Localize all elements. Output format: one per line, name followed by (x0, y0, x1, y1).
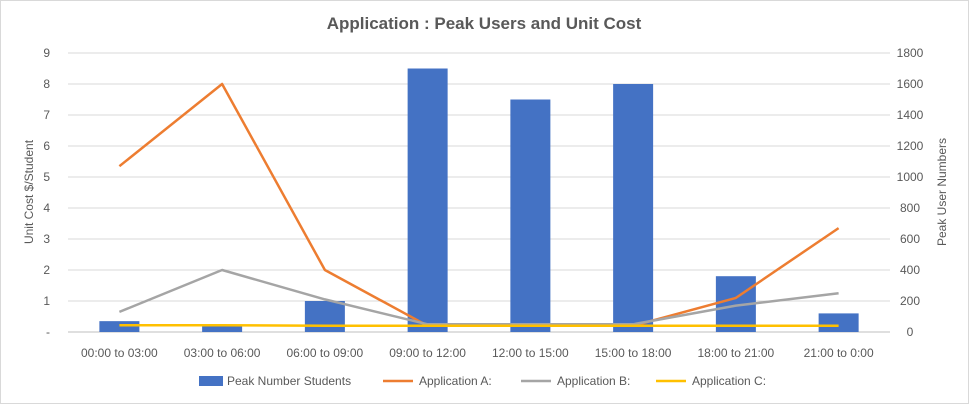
left-tick-label: 3 (43, 232, 50, 246)
right-tick-label: 1000 (897, 170, 924, 184)
left-tick-label: 2 (43, 263, 50, 277)
series-line (118, 268, 839, 326)
left-tick-label: 7 (43, 108, 50, 122)
left-tick-label: 5 (43, 170, 50, 184)
right-tick-label: 600 (900, 232, 920, 246)
x-tick-label: 03:00 to 06:00 (184, 346, 261, 360)
gridlines (68, 52, 890, 333)
y-axis-right-title: Peak User Numbers (935, 138, 949, 246)
right-tick-label: 1800 (897, 46, 924, 60)
left-axis-ticks: - 1 2 3 4 5 6 7 8 9 (43, 46, 50, 339)
x-tick-label: 21:00 to 0:00 (804, 346, 874, 360)
chart-title: Application : Peak Users and Unit Cost (327, 14, 642, 33)
right-tick-label: 1400 (897, 108, 924, 122)
bar (407, 68, 448, 332)
x-axis-ticks: 00:00 to 03:00 03:00 to 06:00 06:00 to 09:… (81, 346, 874, 360)
legend: Peak Number Students Application A: Applic… (199, 374, 766, 388)
left-tick-label: - (46, 325, 50, 339)
x-tick-label: 00:00 to 03:00 (81, 346, 158, 360)
legend-label: Application B: (557, 374, 630, 388)
y-axis-left-title: Unit Cost $/Student (22, 139, 36, 244)
left-tick-label: 6 (43, 139, 50, 153)
line-series (118, 82, 840, 328)
right-axis-ticks: 0 200 400 600 800 1000 1200 1400 1600 1800 (897, 46, 924, 339)
bar (818, 313, 859, 332)
right-tick-label: 200 (900, 294, 920, 308)
x-tick-label: 12:00 to 15:00 (492, 346, 569, 360)
bar (613, 84, 654, 332)
series-line (119, 323, 839, 328)
bar (510, 99, 551, 332)
bar (202, 325, 243, 332)
right-tick-label: 0 (907, 325, 914, 339)
legend-swatch (199, 376, 223, 386)
bar-series (99, 68, 859, 332)
x-tick-label: 18:00 to 21:00 (698, 346, 775, 360)
left-tick-label: 1 (43, 294, 50, 308)
x-tick-label: 06:00 to 09:00 (287, 346, 364, 360)
legend-label: Application A: (419, 374, 492, 388)
x-tick-label: 15:00 to 18:00 (595, 346, 672, 360)
legend-label: Application C: (692, 374, 766, 388)
right-tick-label: 800 (900, 201, 920, 215)
legend-label: Peak Number Students (227, 374, 351, 388)
right-tick-label: 400 (900, 263, 920, 277)
left-tick-label: 4 (43, 201, 50, 215)
right-tick-label: 1200 (897, 139, 924, 153)
x-tick-label: 09:00 to 12:00 (389, 346, 466, 360)
bar (99, 321, 140, 332)
right-tick-label: 1600 (897, 77, 924, 91)
left-tick-label: 9 (43, 46, 50, 60)
bar (304, 301, 345, 332)
left-tick-label: 8 (43, 77, 50, 91)
